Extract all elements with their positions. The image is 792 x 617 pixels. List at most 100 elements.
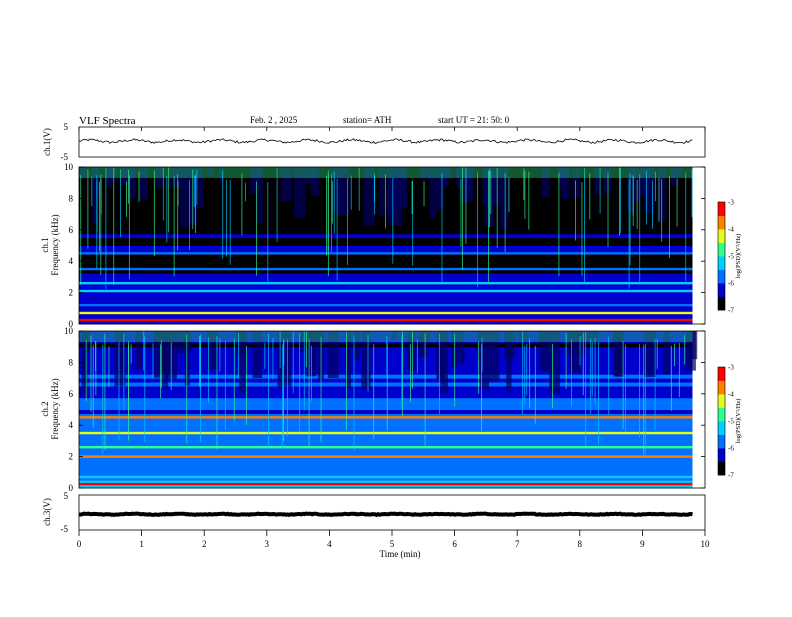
spectrogram-dark-patch [440,331,448,394]
ch2-frequency-ylabel: Frequency (kHz) [50,378,60,439]
colorbar-step [718,229,725,233]
spectrogram-dark-patch [539,331,547,371]
colorbar-step [718,301,725,305]
spectrogram-row [79,405,693,410]
colorbar-step [718,461,725,465]
colorbar-step [718,231,725,235]
spectrogram-band [79,455,693,458]
spectrogram-band [79,482,693,486]
spectrogram-row [79,464,693,469]
spectrogram-row [79,370,693,375]
spectrogram-band [79,318,693,322]
colorbar-step [718,223,725,227]
ch2-spectrogram-frame [78,330,706,489]
spectrogram-row [79,429,693,434]
colorbar-step [718,237,725,241]
spectrogram-dark-patch [560,167,570,200]
colorbar-tick-label: -6 [728,445,734,453]
spectrogram-row [79,476,693,481]
spectrogram-band [79,445,693,449]
spectrogram-row [79,338,693,344]
colorbar-step [718,256,725,260]
colorbar-step [718,458,725,462]
colorbar-step [718,293,725,297]
time-axis-label: Time (min) [380,549,421,559]
spectrogram-row [79,300,693,305]
figure-title: VLF Spectra [79,115,136,127]
spectrogram-row [79,320,693,325]
colorbar-frame [717,366,726,476]
ch1-waveform-ylabel: ch.1(V) [42,128,52,156]
spectrogram-dark-patch [179,167,191,228]
freq-tick-label: 4 [69,256,74,266]
ch1-frequency-ylabel: Frequency (kHz) [50,214,60,275]
colorbar-step [718,375,725,379]
ch1-spectrogram-panel: 0 2 4 6 8 10 ch.1 Frequency (kHz) -3 -4 -5 -6 -7 l… [40,162,742,329]
spectrogram-dark-patch [594,167,601,195]
ch1-colorbar: -3 -4 -5 -6 -7 log(PSD)(V²/Hz) [717,199,742,315]
spectrogram-row [79,237,693,243]
colorbar-step [718,383,725,387]
colorbar-step [718,210,725,214]
spectrogram-dark-patch [662,331,671,375]
spectrogram-row [79,460,693,465]
freq-tick-label: 2 [69,452,74,462]
spectrogram-row [79,257,693,262]
spectrogram-dark-patch [293,167,306,219]
colorbar-tick-label: -7 [728,307,734,315]
spectrogram-dark-patch [327,331,339,378]
spectrogram-dark-patch [518,331,528,342]
spectrogram-row [79,241,693,246]
spectrogram-dark-patch [451,331,458,368]
colorbar-step [718,299,725,303]
colorbar-step [718,307,725,311]
spectrogram-row [79,440,693,446]
colorbar-step [718,258,725,262]
spectrogram-row [79,229,693,235]
colorbar-step [718,380,725,384]
spectrogram-row [79,253,693,258]
spectrogram-dark-patch [455,167,464,187]
station-label: station= ATH [343,115,392,125]
spectrogram-dark-patch [154,167,165,189]
spectrogram-band [79,303,693,307]
spectrogram-row [79,350,693,356]
colorbar-step [718,466,725,470]
spectrogram-row [79,472,693,477]
spectrogram-dark-patch [492,167,500,206]
spectrogram-row [79,382,693,387]
time-tick-label: 2 [202,539,207,549]
spectrogram-dark-patch [252,331,263,379]
colorbar-label: log(PSD)(V²/Hz) [735,234,742,279]
spectrogram-dark-patch [345,331,351,388]
spectrogram-dark-patch [504,331,516,359]
time-tick-label: 6 [452,539,457,549]
freq-tick-label: 4 [69,420,74,430]
colorbar-step [718,453,725,457]
time-tick-label: 1 [139,539,144,549]
colorbar-step [718,402,725,406]
spectrogram-row [79,245,693,250]
spectrogram-dark-patch [487,167,494,227]
spectrogram-dark-patch [603,167,612,193]
spectrogram-dark-patch [219,167,224,184]
spectrogram-row [79,316,693,321]
colorbar-step [718,396,725,400]
colorbar-step [718,388,725,392]
spectrogram-dark-patch [479,331,490,390]
spectrogram-dark-patch [363,167,375,226]
spectrogram-row [79,272,693,278]
freq-tick-label: 10 [64,162,74,172]
date-label: Feb. 2 , 2025 [250,115,298,125]
colorbar-step [718,296,725,300]
time-tick-label: 8 [578,539,583,549]
colorbar-tick-label: -3 [728,199,734,207]
colorbar-step [718,239,725,243]
colorbar-step [718,242,725,246]
colorbar-tick-label: -6 [728,280,734,288]
spectrogram-dark-patch [418,331,428,358]
spectrogram-row [79,378,693,383]
spectrogram-dark-patch [391,331,398,340]
spectrogram-row [79,308,693,313]
